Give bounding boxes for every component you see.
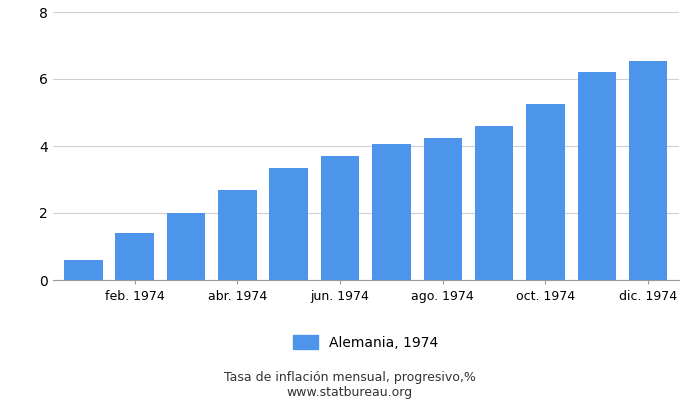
Bar	[424, 138, 462, 280]
Bar	[270, 168, 308, 280]
Bar	[116, 233, 154, 280]
Text: www.statbureau.org: www.statbureau.org	[287, 386, 413, 399]
Bar	[218, 190, 257, 280]
Bar	[64, 260, 103, 280]
Bar	[321, 156, 359, 280]
Bar	[526, 104, 565, 280]
Legend: Alemania, 1974: Alemania, 1974	[293, 335, 438, 350]
Bar	[475, 126, 513, 280]
Bar	[629, 60, 667, 280]
Bar	[372, 144, 411, 280]
Bar	[167, 213, 205, 280]
Bar	[578, 72, 616, 280]
Text: Tasa de inflación mensual, progresivo,%: Tasa de inflación mensual, progresivo,%	[224, 372, 476, 384]
